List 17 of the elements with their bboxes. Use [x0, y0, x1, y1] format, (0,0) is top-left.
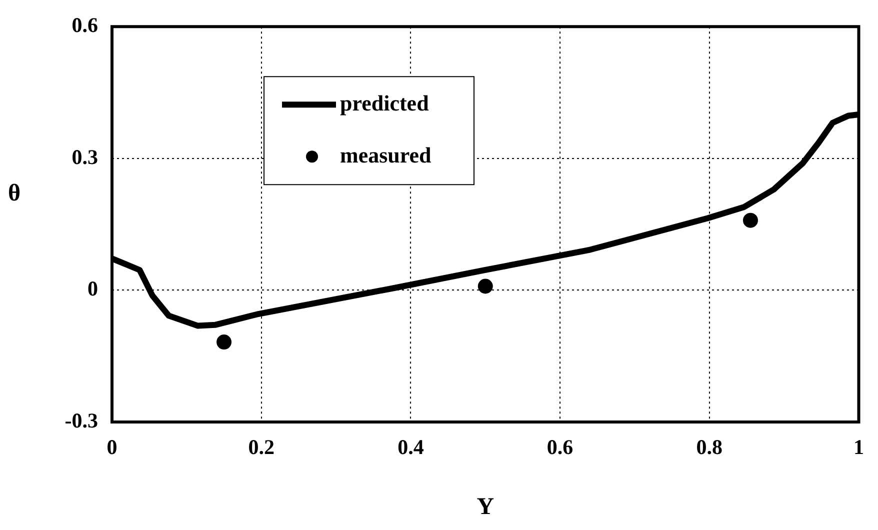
x-tick-label: 1: [854, 435, 864, 460]
x-tick-label: 0.2: [248, 435, 274, 460]
point: [742, 212, 758, 228]
y-axis-title: θ: [8, 180, 21, 207]
y-tick-label: -0.3: [64, 408, 98, 432]
y-tick-label: 0.3: [72, 144, 98, 169]
x-tick-label: 0: [106, 435, 118, 460]
y-tick-label: 0: [88, 276, 98, 301]
x-tick-label: 0.8: [696, 435, 723, 460]
x-axis-title: Y: [476, 494, 494, 520]
point: [478, 278, 493, 294]
x-tick-label: 0.6: [546, 435, 574, 460]
legend-label: measured: [340, 142, 432, 168]
x-tick-label: 0.4: [398, 435, 424, 460]
legend-label: predicted: [340, 90, 429, 116]
point: [216, 334, 232, 350]
y-tick-label: 0.6: [72, 13, 98, 38]
